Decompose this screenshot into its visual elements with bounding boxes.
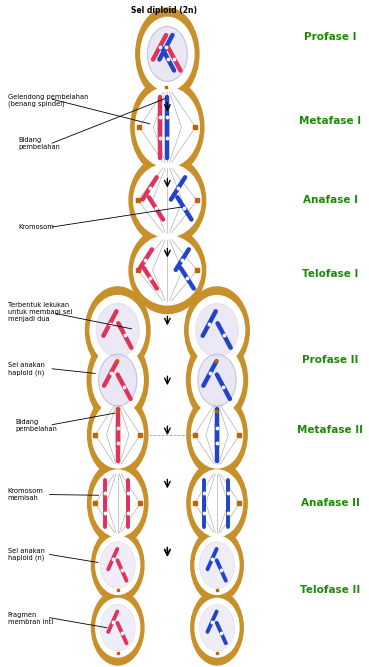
Ellipse shape bbox=[195, 536, 239, 594]
Text: Telofase I: Telofase I bbox=[302, 269, 359, 279]
Ellipse shape bbox=[148, 27, 187, 81]
Ellipse shape bbox=[90, 295, 145, 365]
Text: Sel anakan
haploid (n): Sel anakan haploid (n) bbox=[8, 362, 45, 376]
Ellipse shape bbox=[135, 87, 199, 167]
Text: Terbentuk lekukan
untuk membagi sel
menjadi dua: Terbentuk lekukan untuk membagi sel menj… bbox=[8, 302, 72, 322]
Ellipse shape bbox=[192, 470, 242, 536]
Text: Anafase II: Anafase II bbox=[301, 498, 360, 508]
Text: Kromosom: Kromosom bbox=[18, 224, 54, 230]
Ellipse shape bbox=[131, 79, 204, 175]
Ellipse shape bbox=[186, 336, 248, 424]
Ellipse shape bbox=[187, 393, 247, 477]
Ellipse shape bbox=[96, 536, 140, 594]
Ellipse shape bbox=[134, 235, 201, 305]
Ellipse shape bbox=[199, 542, 235, 588]
Text: Fragmen
membran inti: Fragmen membran inti bbox=[8, 612, 53, 625]
Text: Bidang
pembelahan: Bidang pembelahan bbox=[18, 137, 60, 150]
Text: Kromosom
memisah: Kromosom memisah bbox=[8, 488, 44, 501]
Ellipse shape bbox=[195, 598, 239, 657]
Text: Telofase II: Telofase II bbox=[300, 585, 361, 595]
Ellipse shape bbox=[196, 303, 238, 357]
Ellipse shape bbox=[191, 528, 243, 602]
Ellipse shape bbox=[192, 346, 242, 415]
Text: Bidang
pembelahan: Bidang pembelahan bbox=[15, 419, 57, 432]
Text: Anafase I: Anafase I bbox=[303, 195, 358, 205]
Ellipse shape bbox=[92, 402, 143, 468]
Ellipse shape bbox=[99, 354, 137, 406]
Ellipse shape bbox=[134, 164, 201, 237]
Ellipse shape bbox=[192, 402, 242, 468]
Ellipse shape bbox=[92, 528, 144, 602]
Ellipse shape bbox=[198, 354, 236, 406]
Ellipse shape bbox=[96, 598, 140, 657]
Ellipse shape bbox=[92, 470, 143, 536]
Ellipse shape bbox=[199, 604, 235, 651]
Ellipse shape bbox=[189, 295, 245, 365]
Text: Sel anakan
haploid (n): Sel anakan haploid (n) bbox=[8, 548, 45, 561]
Ellipse shape bbox=[100, 542, 135, 588]
Ellipse shape bbox=[87, 393, 148, 477]
Text: Metafase I: Metafase I bbox=[299, 115, 362, 125]
Ellipse shape bbox=[87, 462, 148, 545]
Ellipse shape bbox=[191, 590, 243, 665]
Ellipse shape bbox=[87, 336, 148, 424]
Ellipse shape bbox=[141, 17, 194, 91]
Text: Profase II: Profase II bbox=[302, 355, 359, 365]
Ellipse shape bbox=[86, 287, 150, 374]
Ellipse shape bbox=[185, 287, 249, 374]
Ellipse shape bbox=[129, 155, 206, 245]
Ellipse shape bbox=[136, 8, 199, 100]
Ellipse shape bbox=[96, 303, 139, 357]
Text: Metafase II: Metafase II bbox=[297, 425, 363, 435]
Text: Profase I: Profase I bbox=[304, 32, 357, 42]
Text: Gelendong pembelahan
(benang spindel): Gelendong pembelahan (benang spindel) bbox=[8, 94, 88, 107]
Ellipse shape bbox=[187, 462, 247, 545]
Text: Sel diploid (2n): Sel diploid (2n) bbox=[131, 6, 197, 15]
Ellipse shape bbox=[129, 227, 206, 313]
Ellipse shape bbox=[92, 346, 143, 415]
Ellipse shape bbox=[92, 590, 144, 665]
Ellipse shape bbox=[100, 604, 135, 651]
